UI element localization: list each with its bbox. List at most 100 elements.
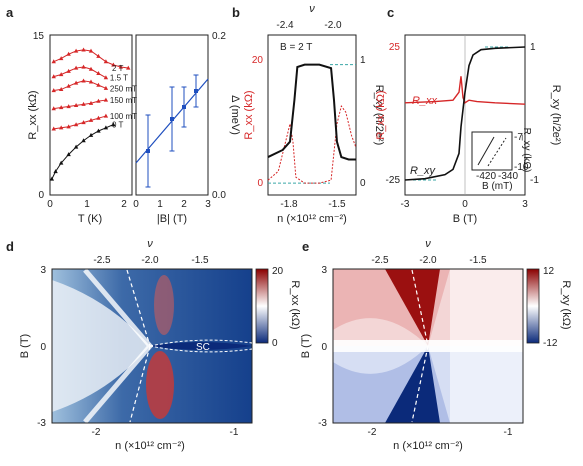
d-xtick-0: -2 bbox=[92, 427, 101, 438]
d-red-lobe-lower bbox=[146, 351, 174, 419]
d-ytick-3: 3 bbox=[40, 265, 46, 276]
a-series-point bbox=[126, 65, 131, 70]
e-blue-wedge bbox=[385, 346, 440, 423]
b-xtick-0: -1.8 bbox=[280, 199, 298, 210]
e-ytick-neg3: -3 bbox=[318, 418, 327, 429]
b-xlabel: n (×10¹² cm⁻²) bbox=[277, 213, 347, 225]
a-series-point bbox=[51, 126, 56, 131]
panel-label-a: a bbox=[6, 5, 14, 20]
e-guide-upper bbox=[411, 269, 429, 347]
a-series-point bbox=[73, 103, 79, 107]
panel-label-c: c bbox=[387, 5, 394, 20]
a-ytick-top: 15 bbox=[33, 31, 45, 42]
d-sc-region bbox=[150, 342, 252, 350]
a-r-xlabel: |B| (T) bbox=[157, 213, 187, 225]
a-series-point bbox=[96, 82, 101, 87]
a-ytick-bottom: 0 bbox=[38, 190, 44, 201]
e-red-wedge bbox=[385, 269, 440, 346]
e-top-tick-2: -1.5 bbox=[469, 255, 487, 266]
d-guide-upper bbox=[126, 269, 151, 347]
a-series-point bbox=[111, 122, 116, 127]
a-series-point bbox=[88, 66, 94, 71]
c-ytick-right-neg1: -1 bbox=[530, 175, 539, 186]
c-series-label-rxy: R_xy bbox=[410, 165, 437, 177]
a-series-point bbox=[88, 48, 94, 53]
a-series-point bbox=[103, 85, 109, 90]
e-ytick-0: 0 bbox=[321, 342, 327, 353]
e-top-tick-1: -2.0 bbox=[419, 255, 437, 266]
e-ylabel: B (T) bbox=[300, 334, 312, 358]
d-guide-lower bbox=[129, 345, 151, 423]
c-ylabel-right: R_xy (h/2e²) bbox=[550, 85, 562, 146]
c-inset: -420 -340 B (mT) -7 -10 R_xy (kΩ) bbox=[471, 128, 532, 192]
d-red-lobe-upper bbox=[154, 275, 174, 335]
b-annotation: B = 2 T bbox=[280, 42, 312, 53]
a-xlabel: T (K) bbox=[78, 213, 102, 225]
a-series-point bbox=[96, 71, 101, 75]
c-inset-line-2 bbox=[487, 137, 507, 167]
a-series-point bbox=[73, 65, 79, 70]
b-ytick-left-20: 20 bbox=[252, 55, 264, 66]
d-ytick-0: 0 bbox=[40, 342, 46, 353]
a-series-point bbox=[81, 47, 86, 52]
a-series-point bbox=[88, 132, 94, 137]
c-inset-ytick-1: -10 bbox=[514, 162, 529, 173]
a-series-point bbox=[103, 125, 109, 130]
c-rxy-line bbox=[404, 46, 526, 181]
e-guide-lower bbox=[411, 345, 429, 423]
a-series-line-0 bbox=[51, 124, 114, 180]
e-ytick-3: 3 bbox=[321, 265, 327, 276]
c-xtick-0: -3 bbox=[401, 199, 410, 210]
a-series-point bbox=[66, 83, 71, 88]
d-sc-label: SC bbox=[196, 342, 210, 353]
a-series-label-3: 250 mT bbox=[110, 84, 137, 93]
a-series-point bbox=[103, 59, 109, 64]
a-gap-point bbox=[182, 105, 186, 109]
e-colorbar bbox=[526, 268, 540, 344]
c-series-label-rxx: R_xx bbox=[412, 95, 438, 107]
d-xtick-1: -1 bbox=[230, 427, 239, 438]
c-ytick-left-neg25: -25 bbox=[386, 175, 401, 186]
a-gap-point bbox=[146, 149, 150, 153]
a-r-xtick-3: 3 bbox=[205, 199, 211, 210]
d-top-tick-2: -1.5 bbox=[191, 255, 209, 266]
a-series-label-1: 100 mT bbox=[110, 112, 137, 121]
panel-a-right-plot bbox=[135, 74, 209, 188]
a-series-point bbox=[96, 53, 101, 58]
a-ylabel: R_xx (kΩ) bbox=[27, 90, 39, 139]
a-series-point bbox=[66, 124, 71, 129]
d-light-region bbox=[52, 280, 150, 412]
a-series-point bbox=[81, 120, 86, 125]
a-series-point bbox=[66, 68, 71, 73]
d-frame bbox=[51, 268, 253, 424]
panel-label-d: d bbox=[6, 239, 14, 254]
a-series-point bbox=[88, 117, 94, 122]
d-ylabel: B (T) bbox=[19, 334, 31, 358]
c-xlabel: B (T) bbox=[453, 213, 477, 225]
a-xtick-2: 2 bbox=[121, 199, 127, 210]
c-inset-xlabel: B (mT) bbox=[482, 181, 513, 192]
b-rxx-line bbox=[267, 104, 357, 184]
a-r-ytick-bottom: 0.0 bbox=[212, 190, 226, 201]
panel-d: SC ν -2.5 -2.0 -1.5 3 0 -3 B (T) -2 -1 n… bbox=[19, 238, 301, 452]
b-xtick-1: -1.5 bbox=[328, 199, 346, 210]
a-series-point bbox=[58, 72, 64, 77]
a-series-label-0: 0 T bbox=[112, 121, 124, 130]
a-series-point bbox=[103, 97, 109, 102]
a-series-point bbox=[53, 169, 58, 174]
a-r-ylabel: Δ (meV) bbox=[229, 95, 241, 135]
a-series-line-4 bbox=[53, 66, 107, 79]
a-xtick-0: 0 bbox=[47, 199, 53, 210]
c-ytick-left-25: 25 bbox=[389, 42, 401, 53]
a-series-point bbox=[81, 101, 86, 106]
c-ytick-right-1: 1 bbox=[530, 42, 536, 53]
a-series-point bbox=[66, 51, 71, 56]
e-heatmap bbox=[333, 269, 523, 423]
c-inset-ylabel: R_xy (kΩ) bbox=[521, 128, 532, 173]
d-colorbar bbox=[255, 268, 269, 344]
d-top-axis-label: ν bbox=[147, 238, 153, 250]
panel-label-b: b bbox=[232, 5, 240, 20]
e-top-tick-0: -2.5 bbox=[371, 255, 389, 266]
